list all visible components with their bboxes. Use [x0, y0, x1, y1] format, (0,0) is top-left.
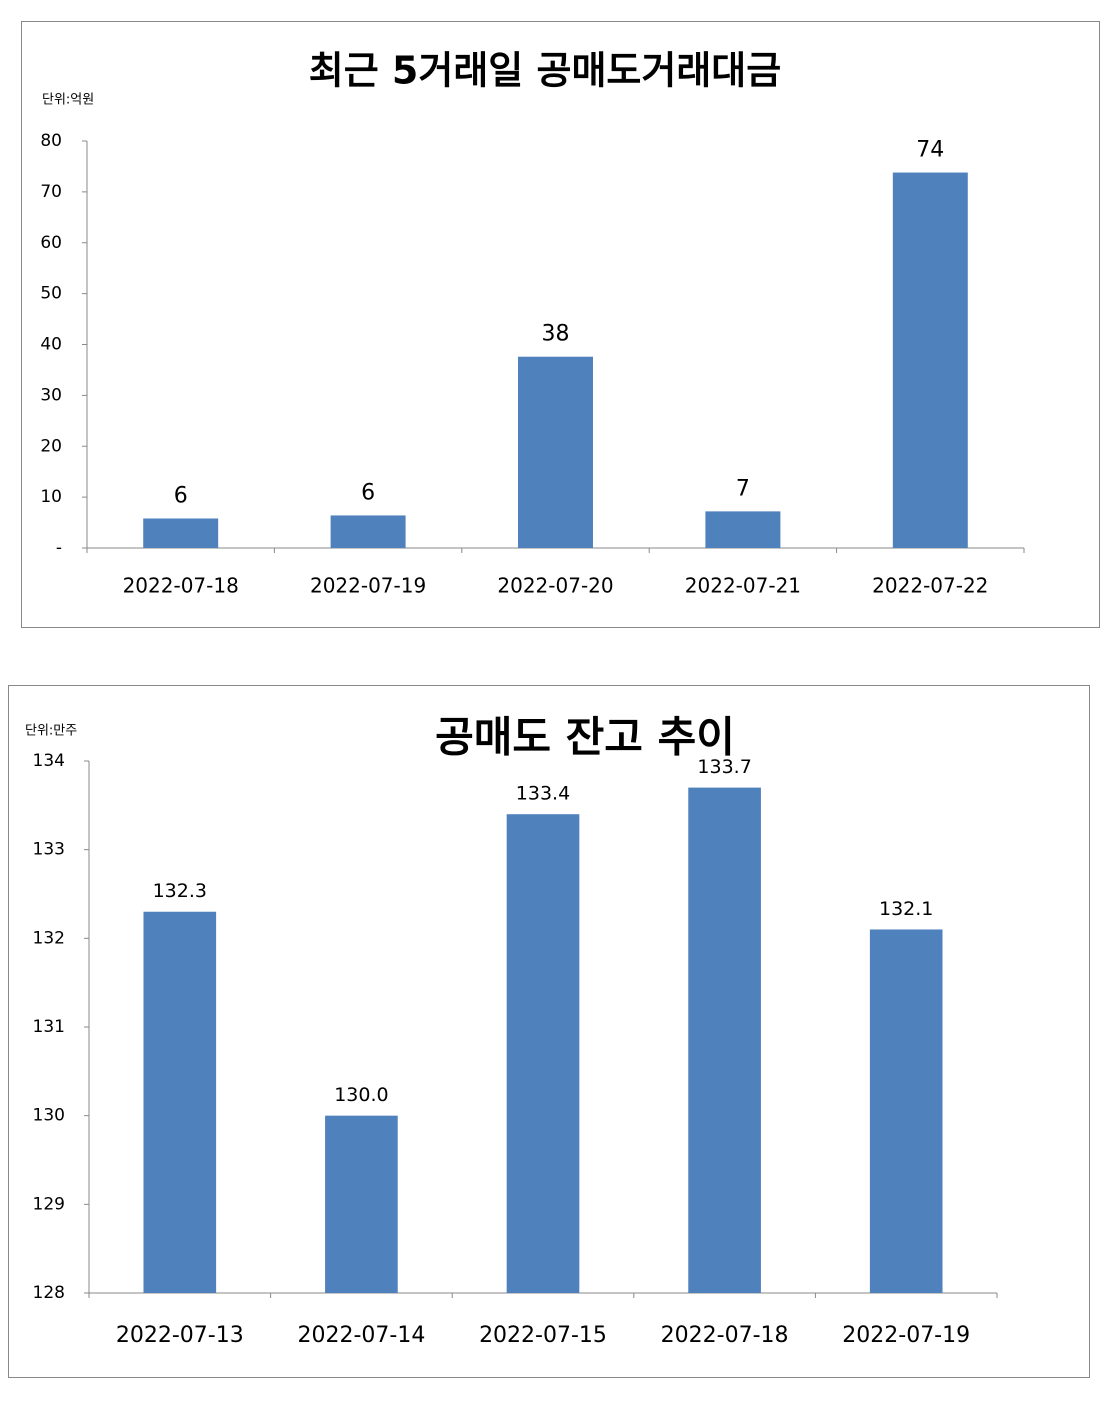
x-tick-label: 2022-07-18 — [123, 574, 239, 598]
chart-title: 최근 5거래일 공매도거래대금 — [309, 49, 781, 93]
data-label: 6 — [174, 483, 188, 508]
bar — [325, 1115, 398, 1293]
chart-title: 공매도 잔고 추이 — [435, 713, 735, 762]
bar — [143, 518, 219, 548]
y-tick-label: 20 — [40, 436, 62, 456]
bar — [869, 929, 943, 1293]
x-tick-label: 2022-07-13 — [116, 1323, 244, 1348]
bar — [892, 172, 968, 549]
unit-label: 단위:억원 — [42, 93, 94, 108]
x-tick-label: 2022-07-15 — [479, 1323, 607, 1348]
y-tick-label: 134 — [33, 751, 65, 771]
unit-label: 단위:만주 — [25, 724, 77, 739]
y-tick-label: 129 — [33, 1194, 65, 1214]
data-label: 130.0 — [334, 1084, 388, 1106]
data-label: 133.4 — [516, 783, 570, 805]
x-tick-label: 2022-07-20 — [497, 574, 613, 598]
data-label: 132.3 — [153, 880, 207, 902]
y-tick-label: 133 — [33, 840, 65, 860]
y-tick-label: 40 — [40, 335, 62, 355]
data-label: 38 — [542, 322, 570, 347]
data-label: 133.7 — [697, 756, 751, 778]
y-tick-label: - — [56, 538, 62, 558]
x-tick-label: 2022-07-19 — [310, 574, 426, 598]
x-tick-label: 2022-07-14 — [297, 1323, 425, 1348]
bar — [688, 787, 761, 1293]
data-label: 132.1 — [879, 898, 933, 920]
y-tick-label: 80 — [40, 131, 62, 151]
bar — [518, 356, 593, 548]
bar — [143, 911, 217, 1293]
y-tick-label: 10 — [40, 487, 62, 507]
x-tick-label: 2022-07-22 — [872, 574, 988, 598]
y-tick-label: 60 — [40, 233, 62, 253]
data-label: 6 — [361, 480, 375, 505]
bar — [330, 515, 406, 548]
data-label: 74 — [916, 138, 944, 163]
y-tick-label: 130 — [33, 1106, 65, 1126]
y-tick-label: 50 — [40, 284, 62, 304]
y-tick-label: 128 — [33, 1283, 65, 1303]
y-tick-label: 131 — [33, 1017, 65, 1037]
data-label: 7 — [736, 476, 750, 501]
x-tick-label: 2022-07-21 — [685, 574, 801, 598]
x-tick-label: 2022-07-19 — [842, 1323, 970, 1348]
bar — [506, 814, 580, 1293]
x-tick-label: 2022-07-18 — [661, 1323, 789, 1348]
bar — [705, 511, 781, 548]
y-tick-label: 70 — [40, 182, 62, 202]
y-tick-label: 132 — [33, 928, 65, 948]
y-tick-label: 30 — [40, 385, 62, 405]
